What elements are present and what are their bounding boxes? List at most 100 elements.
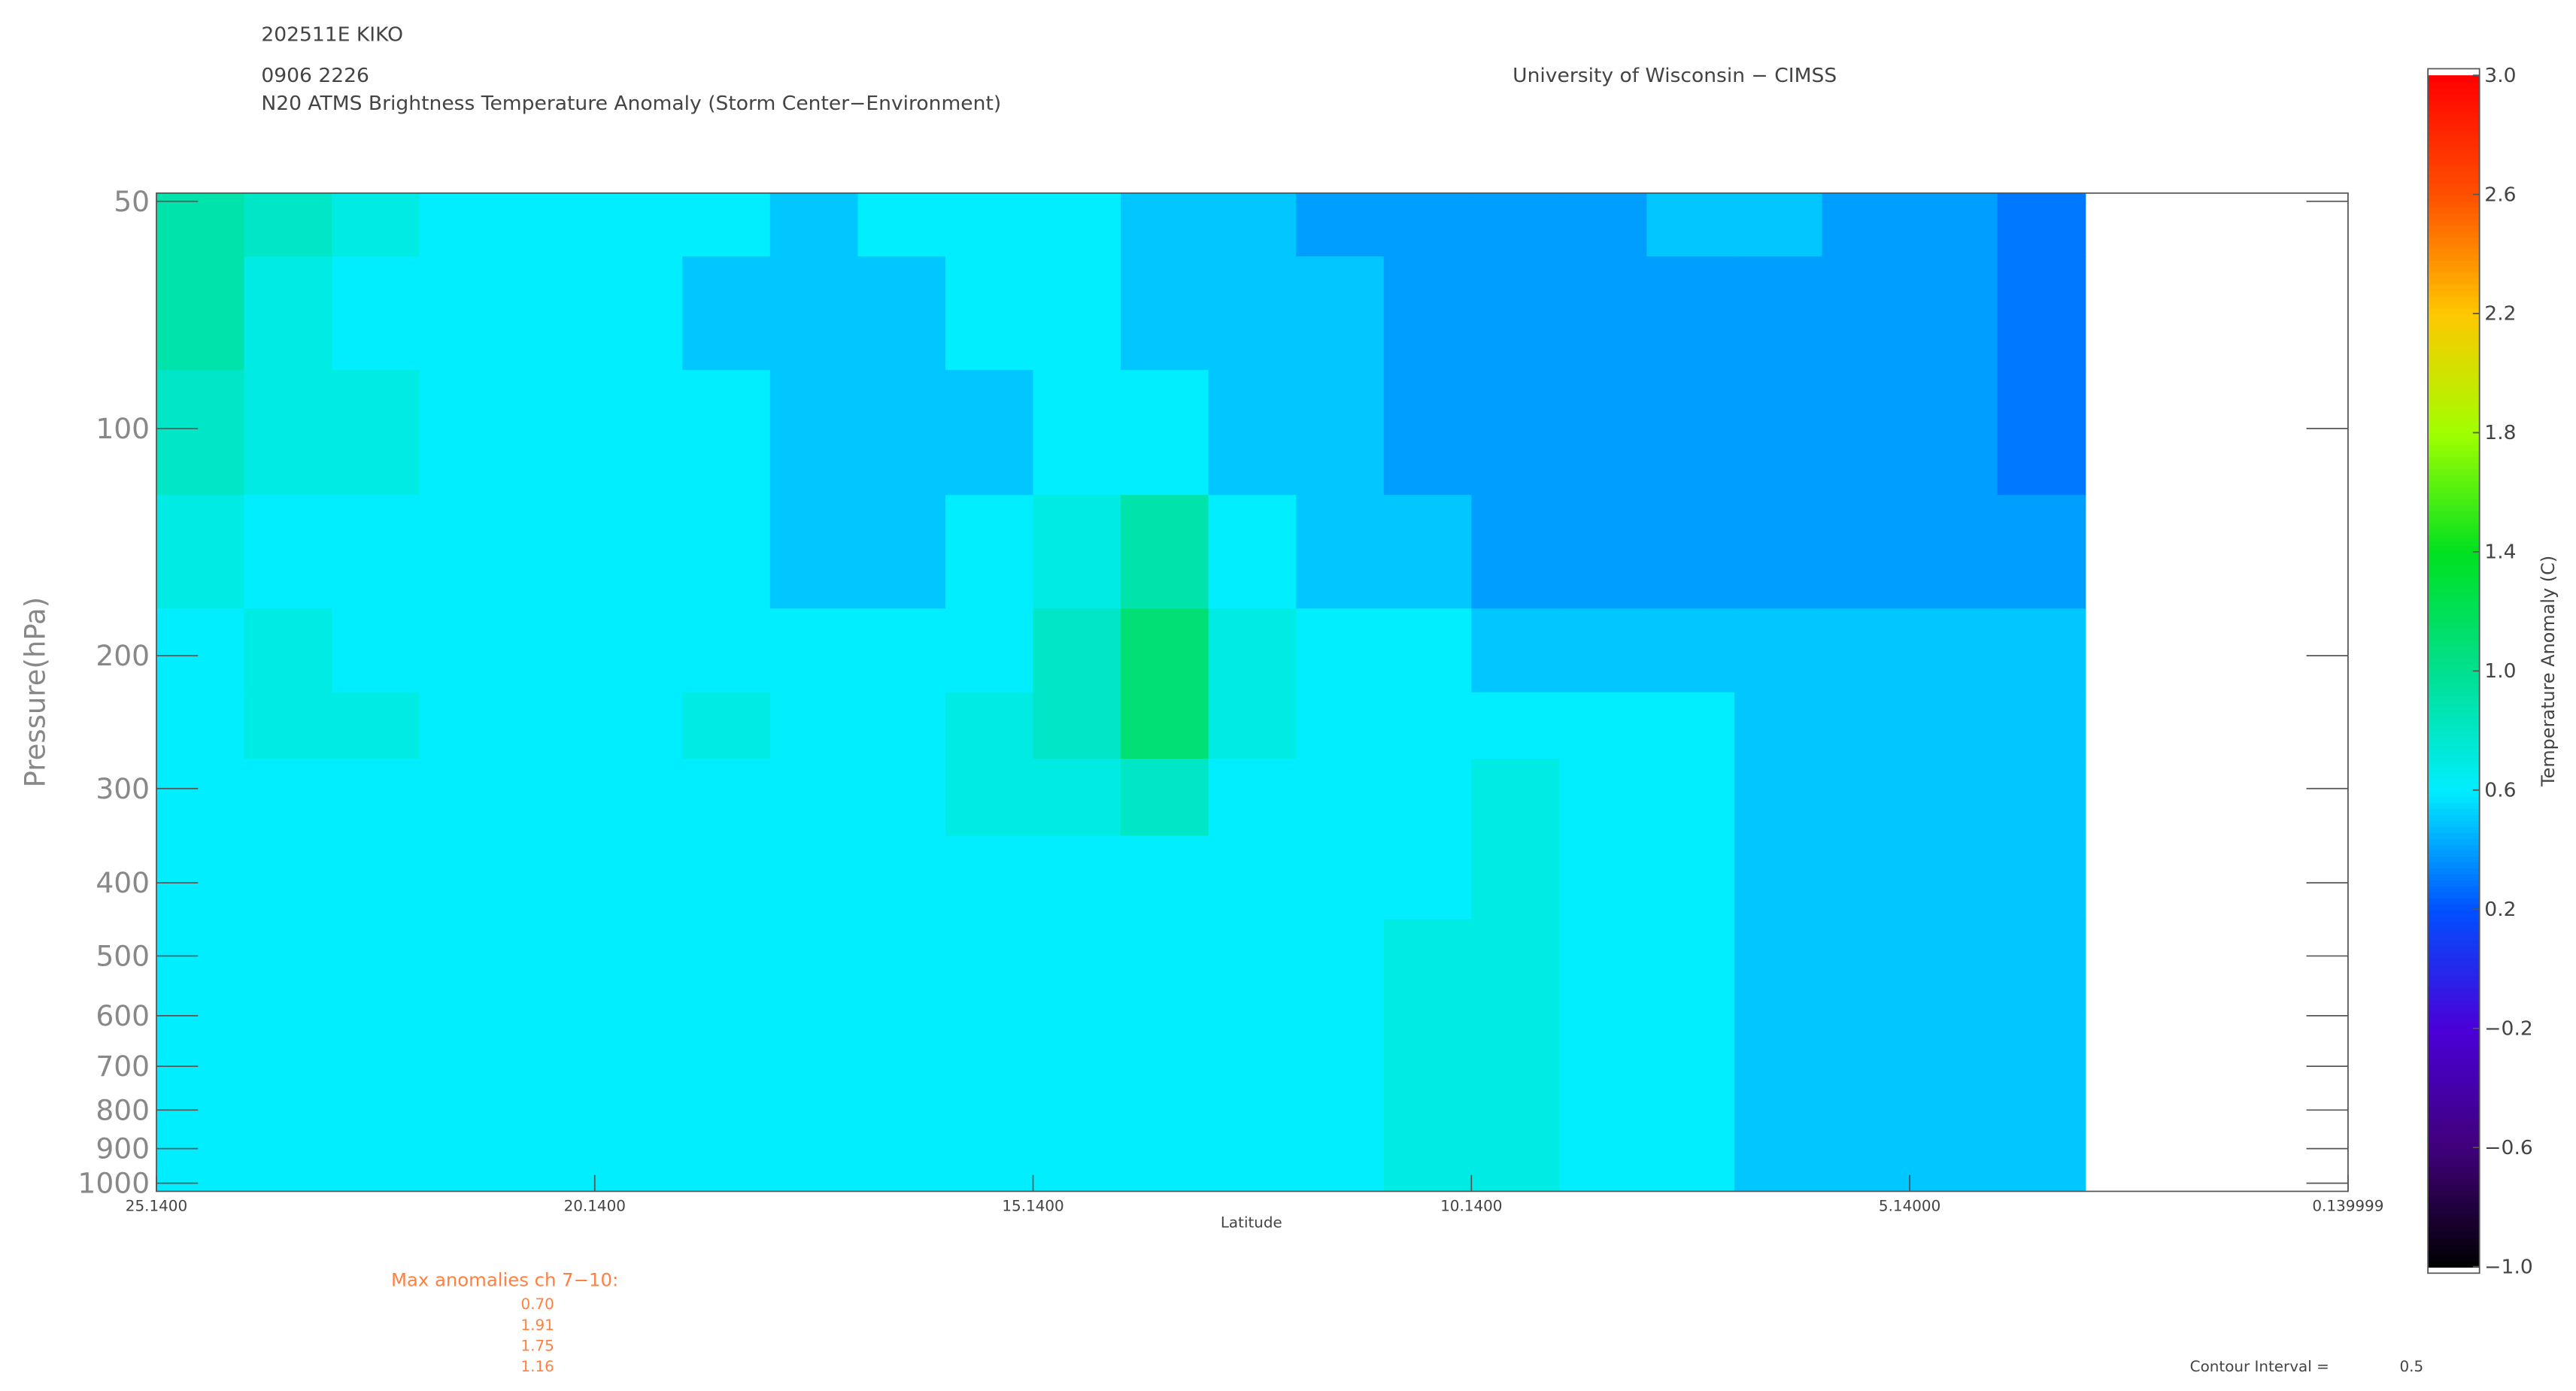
colorbar-swatch xyxy=(2428,1159,2480,1167)
cell xyxy=(1471,495,1560,610)
colorbar-swatch xyxy=(2428,783,2480,792)
colorbar-swatch xyxy=(2428,385,2480,392)
cell xyxy=(682,192,771,258)
colorbar-tick-label: 1.8 xyxy=(2484,422,2516,444)
colorbar-swatch xyxy=(2428,200,2480,208)
cell xyxy=(857,919,947,1012)
cell xyxy=(156,256,245,371)
cell xyxy=(1822,1011,1911,1126)
cell xyxy=(1121,1011,1209,1126)
colorbar-swatch xyxy=(2428,623,2480,631)
cell xyxy=(1208,370,1297,496)
cell xyxy=(507,692,596,760)
colorbar-swatch xyxy=(2428,867,2480,875)
cell xyxy=(1208,192,1297,258)
colorbar-swatch xyxy=(2428,117,2480,124)
cell xyxy=(1208,835,1297,920)
cell xyxy=(682,919,771,1012)
colorbar-swatch xyxy=(2428,1046,2480,1053)
cell xyxy=(1121,692,1209,760)
cell xyxy=(507,835,596,920)
cell xyxy=(1383,919,1473,1012)
colorbar-swatch xyxy=(2428,498,2480,505)
cell xyxy=(945,192,1034,258)
cell xyxy=(682,495,771,610)
colorbar-swatch xyxy=(2428,92,2480,101)
cell xyxy=(156,919,245,1012)
cell xyxy=(594,256,684,371)
cell xyxy=(1734,1011,1823,1126)
colorbar-swatch xyxy=(2428,777,2480,786)
colorbar-swatch xyxy=(2428,1010,2480,1018)
colorbar-swatch xyxy=(2428,1135,2480,1143)
cell xyxy=(419,692,508,760)
cell xyxy=(1033,192,1122,258)
colorbar-swatch xyxy=(2428,593,2480,601)
colorbar-swatch xyxy=(2428,331,2480,339)
cell xyxy=(1997,835,2086,920)
cell xyxy=(1033,835,1122,920)
cell xyxy=(1471,919,1560,1012)
plot-frame xyxy=(156,192,2349,1193)
colorbar-swatch xyxy=(2428,599,2480,607)
colorbar-swatch xyxy=(2428,712,2480,720)
cell xyxy=(1296,608,1385,693)
cell xyxy=(1734,759,1823,837)
colorbar-swatch xyxy=(2428,468,2480,476)
colorbar-swatch xyxy=(2428,730,2480,738)
colorbar-swatch xyxy=(2428,1254,2480,1262)
y-tick-label: 400 xyxy=(96,867,150,900)
cell xyxy=(594,759,684,837)
cell xyxy=(1734,692,1823,760)
cell xyxy=(332,692,420,760)
cell xyxy=(244,1011,333,1126)
cell xyxy=(1910,370,1998,496)
x-axis-label: Latitude xyxy=(1221,1214,1282,1232)
colorbar-swatch xyxy=(2428,153,2480,160)
colorbar-swatch xyxy=(2428,724,2480,732)
colorbar-swatch xyxy=(2428,611,2480,619)
colorbar-swatch xyxy=(2428,170,2480,178)
cell xyxy=(244,495,333,610)
cell xyxy=(1910,1124,1998,1192)
cell xyxy=(1822,759,1911,837)
contour-interval-label: Contour Interval = xyxy=(2190,1358,2329,1375)
cell xyxy=(332,495,420,610)
colorbar-swatch xyxy=(2428,1016,2480,1024)
colorbar-tick-label: 0.2 xyxy=(2484,899,2516,921)
colorbar-swatch xyxy=(2428,75,2480,83)
cell xyxy=(1033,370,1122,496)
cell xyxy=(1208,256,1297,371)
cell xyxy=(244,608,333,693)
cell xyxy=(1646,919,1736,1012)
cell xyxy=(244,370,333,496)
cell xyxy=(1558,608,1648,693)
colorbar-swatch xyxy=(2428,962,2480,970)
cell xyxy=(419,1011,508,1126)
colorbar-swatch xyxy=(2428,944,2480,953)
colorbar-swatch xyxy=(2428,1070,2480,1077)
cell xyxy=(769,495,859,610)
y-tick-label: 1000 xyxy=(77,1167,150,1200)
cell xyxy=(244,692,333,760)
cell xyxy=(769,835,859,920)
cell xyxy=(1121,1124,1209,1192)
cell xyxy=(1646,835,1736,920)
cell xyxy=(1208,495,1297,610)
colorbar-swatch xyxy=(2428,141,2480,148)
colorbar-swatch xyxy=(2428,915,2480,923)
cell xyxy=(1383,835,1473,920)
cell xyxy=(1471,256,1560,371)
max-anomaly: 1.75 xyxy=(520,1338,554,1355)
cell xyxy=(419,919,508,1012)
colorbar-swatch xyxy=(2428,241,2480,250)
colorbar-swatch xyxy=(2428,653,2480,660)
field xyxy=(156,192,2086,1192)
colorbar-swatch xyxy=(2428,950,2480,958)
colorbar-swatch xyxy=(2428,844,2480,851)
colorbar-swatch xyxy=(2428,343,2480,350)
colorbar-swatch xyxy=(2428,206,2480,214)
colorbar-swatch xyxy=(2428,974,2480,982)
colorbar-swatch xyxy=(2428,796,2480,803)
colorbar-swatch xyxy=(2428,534,2480,541)
